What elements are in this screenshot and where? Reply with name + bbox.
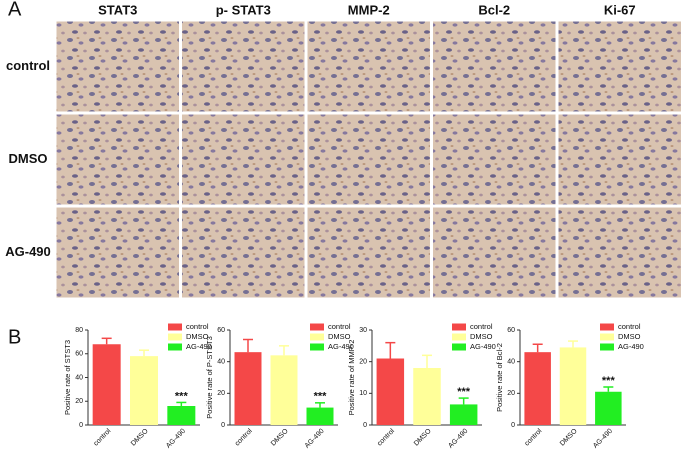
column-header: Bcl-2 [478, 2, 510, 17]
micrograph [55, 113, 180, 206]
micrograph [557, 113, 682, 206]
row-label: DMSO [9, 151, 48, 166]
legend-label: control [328, 322, 351, 331]
column-header: Ki-67 [604, 2, 636, 17]
x-tick-label: AG-490 [447, 428, 469, 450]
legend-label: control [186, 322, 209, 331]
panel-label: A [8, 0, 22, 20]
micrograph [557, 206, 682, 299]
x-tick-label: DMSO [413, 427, 433, 447]
column-header: MMP-2 [348, 2, 390, 17]
x-tick-label: AG-490 [304, 428, 326, 450]
y-tick-label: 0 [511, 422, 515, 429]
legend-label: AG-490 [470, 342, 496, 351]
y-axis-label: Positive rate of STST3 [63, 340, 72, 415]
x-tick-label: control [234, 427, 254, 447]
bar [449, 404, 478, 425]
legend-label: AG-490 [186, 342, 212, 351]
legend-swatch [310, 323, 324, 331]
legend-swatch [452, 333, 466, 341]
y-tick-label: 10 [359, 390, 367, 397]
y-tick-label: 20 [217, 390, 225, 397]
panel-label: B [8, 326, 21, 348]
column-header: STAT3 [98, 2, 137, 17]
significance: *** [457, 386, 471, 398]
legend-swatch [168, 343, 182, 351]
micrograph [55, 206, 180, 299]
significance: *** [175, 390, 189, 402]
micrograph [181, 113, 306, 206]
column-header: p- STAT3 [216, 2, 271, 17]
y-tick-label: 40 [75, 374, 83, 381]
bar [306, 407, 334, 425]
bar [413, 368, 441, 425]
y-tick-label: 40 [507, 359, 515, 366]
bar [167, 406, 196, 425]
bar [595, 391, 622, 425]
legend-label: DMSO [618, 332, 641, 341]
y-axis-label: Positive rate of Bcl-2 [495, 343, 504, 412]
y-axis-label: Positive rate of MMP-2 [347, 340, 356, 416]
y-tick-label: 0 [363, 422, 367, 429]
micrograph [306, 206, 431, 299]
legend-label: DMSO [328, 332, 351, 341]
bar [92, 344, 121, 425]
row-label: control [6, 58, 50, 73]
legend-swatch [452, 323, 466, 331]
bar [376, 358, 405, 425]
legend-label: AG-490 [618, 342, 644, 351]
x-tick-label: control [93, 427, 113, 447]
legend-swatch [168, 323, 182, 331]
micrograph [181, 20, 306, 113]
bar [270, 355, 298, 425]
legend-swatch [310, 343, 324, 351]
y-tick-label: 20 [359, 359, 367, 366]
y-tick-label: 30 [359, 327, 367, 334]
y-tick-label: 40 [217, 359, 225, 366]
bar [234, 352, 262, 425]
bar [524, 352, 551, 425]
micrograph [432, 113, 557, 206]
significance: *** [602, 375, 616, 387]
y-tick-label: 20 [507, 390, 515, 397]
legend-swatch [310, 333, 324, 341]
x-tick-label: AG-490 [592, 428, 614, 450]
micrograph [432, 20, 557, 113]
y-tick-label: 60 [507, 327, 515, 334]
y-tick-label: 0 [79, 422, 83, 429]
x-tick-label: control [376, 427, 396, 447]
legend-swatch [452, 343, 466, 351]
legend-label: control [618, 322, 641, 331]
significance: *** [314, 391, 328, 403]
row-label: AG-490 [5, 244, 51, 259]
y-tick-label: 60 [217, 327, 225, 334]
x-tick-label: DMSO [130, 427, 150, 447]
legend-label: DMSO [186, 332, 209, 341]
micrograph [432, 206, 557, 299]
y-tick-label: 60 [75, 351, 83, 358]
legend-label: DMSO [470, 332, 493, 341]
legend-swatch [600, 343, 614, 351]
x-tick-label: DMSO [559, 427, 579, 447]
bar [559, 347, 587, 425]
legend-label: AG-490 [328, 342, 354, 351]
legend-swatch [600, 333, 614, 341]
micrograph [181, 206, 306, 299]
x-tick-label: control [524, 427, 544, 447]
x-tick-label: AG-490 [165, 428, 187, 450]
micrograph [55, 20, 180, 113]
legend-swatch [168, 333, 182, 341]
micrograph [306, 20, 431, 113]
x-tick-label: DMSO [270, 427, 290, 447]
legend-swatch [600, 323, 614, 331]
y-tick-label: 0 [221, 422, 225, 429]
y-axis-label: Positive rate of P-STST3 [205, 336, 214, 419]
micrograph [557, 20, 682, 113]
y-tick-label: 20 [75, 398, 83, 405]
y-tick-label: 80 [75, 327, 83, 334]
bar [130, 356, 158, 425]
legend-label: control [470, 322, 493, 331]
micrograph [306, 113, 431, 206]
